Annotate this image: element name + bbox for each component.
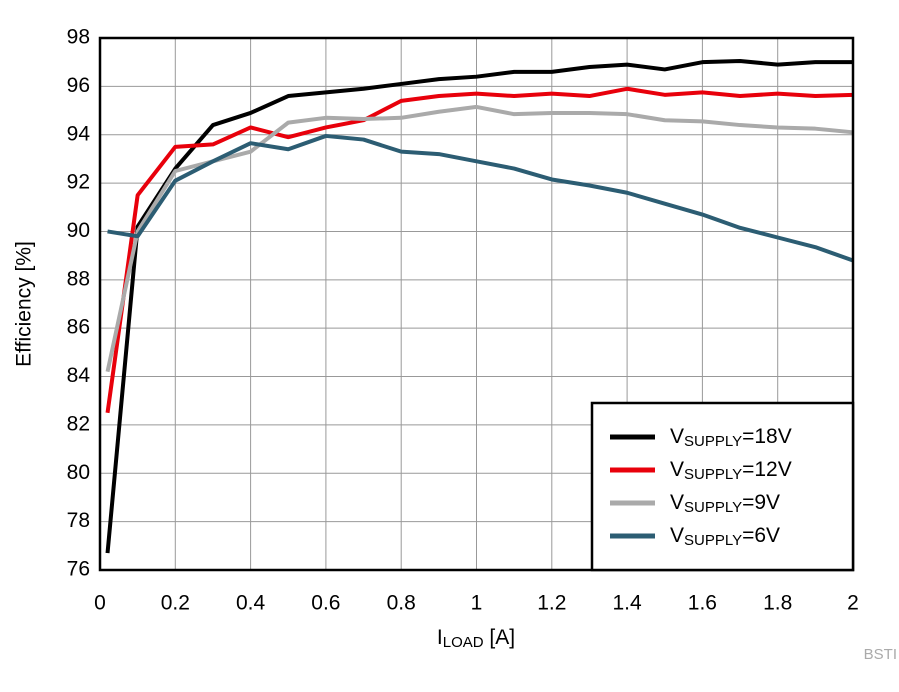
y-tick-label: 96: [67, 74, 90, 97]
legend-box: [590, 401, 855, 572]
series-line: [105, 86, 854, 414]
y-tick-label: 92: [67, 171, 90, 194]
y-tick-label: 80: [67, 461, 90, 484]
x-tick-label: 0: [94, 592, 106, 615]
y-tick-label: 88: [67, 267, 90, 290]
x-tick-label: 1.8: [763, 592, 792, 615]
y-tick-label: 86: [67, 316, 90, 339]
y-tick-label: 94: [67, 122, 91, 145]
y-tick-label: 84: [67, 364, 91, 387]
y-tick-label: 76: [67, 558, 90, 581]
y-tick-label: 78: [67, 509, 90, 532]
x-axis-label: ILOAD [A]: [437, 626, 515, 651]
legend-label: VSUPPLY=18V: [670, 425, 792, 450]
legend-label: VSUPPLY=9V: [670, 491, 780, 516]
legend-label: VSUPPLY=12V: [670, 458, 792, 483]
y-tick-label: 98: [67, 26, 90, 49]
series-line: [105, 58, 853, 554]
x-tick-label: 1.6: [688, 592, 717, 615]
x-tick-label: 1: [471, 592, 483, 615]
watermark: BSTI: [864, 646, 897, 663]
x-tick-label: 2: [847, 592, 859, 615]
x-tick-label: 0.6: [311, 592, 340, 615]
series-line: [105, 104, 854, 373]
x-tick-label: 0.4: [236, 592, 266, 615]
x-tick-label: 1.2: [537, 592, 566, 615]
plot-border: [98, 36, 855, 572]
y-tick-label: 82: [67, 412, 90, 435]
x-tick-label: 0.8: [387, 592, 416, 615]
series-line: [107, 133, 854, 263]
y-axis-label: Efficiency [%]: [13, 241, 36, 367]
x-tick-label: 1.4: [612, 592, 642, 615]
x-tick-label: 0.2: [161, 592, 190, 615]
y-tick-label: 90: [67, 219, 90, 242]
legend-label: VSUPPLY=6V: [670, 524, 780, 549]
